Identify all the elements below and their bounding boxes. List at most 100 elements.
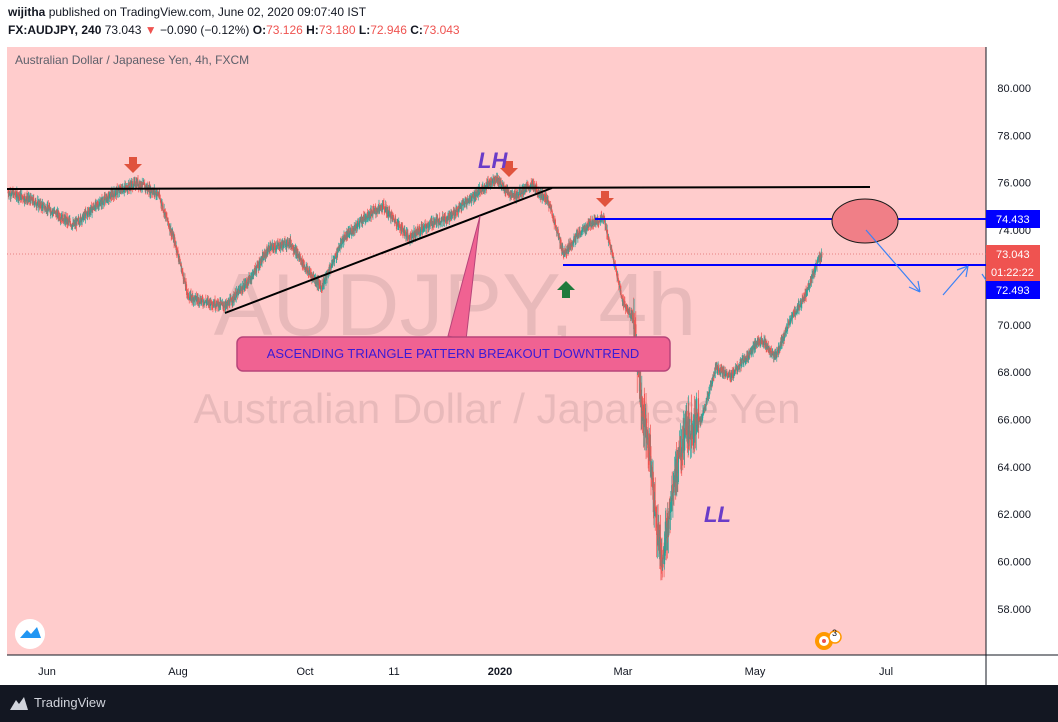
candle-body [365,219,367,220]
candle-body [198,302,200,304]
author-name[interactable]: wijitha [8,5,46,19]
candle-body [444,216,446,221]
candle-body [648,448,650,451]
candle-body [323,281,325,285]
candle-body [761,337,763,341]
candle-body [476,192,478,196]
candle-body [738,365,740,370]
candle-body [142,182,144,185]
candle-body [572,242,574,244]
candle-body [337,246,339,252]
candle-body [358,222,360,225]
candle-body [683,428,685,437]
candle-body [807,287,809,289]
candle-body [453,215,455,217]
candle-body [22,197,24,199]
candle-body [213,304,215,306]
candle-body [342,239,344,242]
footer-brand[interactable]: TradingView [34,695,106,710]
candle-body [552,216,554,219]
candle-body [81,218,83,222]
lower-level-text: 72.493 [996,285,1030,297]
candle-body [94,203,96,210]
candle-body [704,406,706,408]
tradingview-chart-logo[interactable] [15,619,45,649]
candle-body [372,212,374,216]
candle-body [307,270,309,272]
resistance-line[interactable] [6,186,871,190]
tradingview-logo-icon[interactable] [10,696,28,710]
up-arrow-path[interactable] [942,265,969,296]
candle-body [245,281,247,284]
candle-body [405,231,407,237]
candle-body [623,301,625,307]
candle-body [154,192,156,194]
target-ellipse[interactable] [831,198,899,244]
candle-body [88,211,90,214]
candle-body [751,351,753,352]
candle-body [523,191,525,193]
candle-body [143,183,145,185]
candle-body [91,209,93,213]
candle-body [551,211,553,216]
candle-body [93,205,95,208]
candle-body [551,215,553,217]
candle-body [498,179,500,184]
candle-body [322,285,324,288]
down-arrow-path[interactable] [865,229,921,293]
candle-body [385,206,387,211]
candle-body [362,217,364,223]
candle-body [320,285,322,287]
candle-body [446,219,448,220]
candle-body [618,281,620,285]
last-price-text: 73.043 [996,249,1030,261]
candle-body [814,271,816,273]
candle-body [620,295,622,297]
ascending-trendline[interactable] [224,187,553,314]
candle-body [770,351,772,354]
candle-body [392,216,394,217]
candle-body [226,303,228,306]
candle-body [179,262,181,265]
candle-body [629,312,631,314]
candle-body [428,226,430,228]
candle-body [273,247,275,250]
symbol-label[interactable]: FX:AUDJPY, 240 [8,23,102,37]
candle-body [414,233,416,235]
candle-body [62,214,64,221]
time-axis[interactable] [7,655,986,685]
price-axis[interactable] [986,47,1058,655]
candle-body [739,364,741,367]
candle-body [239,288,241,293]
candle-body [546,198,548,201]
candle-body [493,180,495,182]
label-lh: LH [478,148,508,173]
candle-body [359,222,361,223]
candle-body [71,224,73,227]
candle-body [488,181,490,187]
candle-body [276,245,278,247]
y-tick-label: 58.000 [997,604,1031,616]
annotation-box[interactable] [236,336,671,372]
candle-body [48,208,50,211]
candle-body [555,225,557,229]
candle-body [247,278,249,286]
candle-body [425,226,427,229]
candle-body [101,199,103,205]
candle-body [481,190,483,192]
candle-body [159,193,161,198]
candle-body [318,280,320,286]
candle-body [156,194,158,196]
candle-body [43,207,45,209]
candle-body [341,244,343,246]
candle-body [133,181,135,187]
candle-body [259,262,261,266]
candle-body [412,234,414,238]
candle-body [330,266,332,268]
event-badge-icon[interactable]: 3 [815,628,842,650]
candle-body [818,257,820,262]
candle-body [487,183,489,186]
candle-body [177,255,179,259]
candle-body [204,301,206,303]
chart-svg[interactable]: AUDJPY, 4h Australian Dollar / Japanese … [0,40,1058,685]
